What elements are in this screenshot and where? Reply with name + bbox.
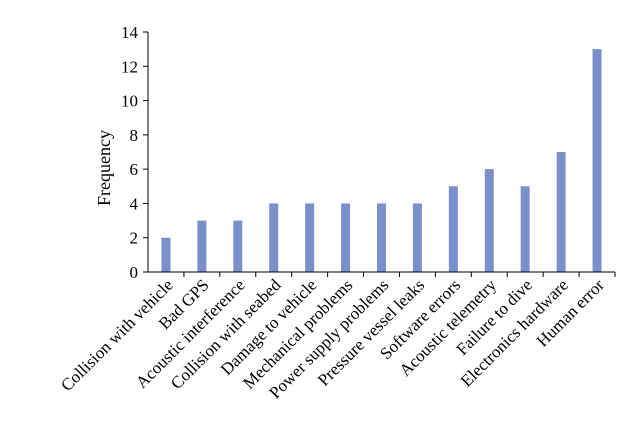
y-axis-label: Frequency: [94, 130, 114, 206]
y-tick-label: 6: [130, 160, 139, 179]
y-tick-label: 2: [130, 229, 139, 248]
bar: [233, 220, 243, 272]
y-tick-label: 8: [130, 126, 139, 145]
bar: [341, 203, 351, 272]
bar: [448, 186, 458, 272]
bar: [305, 203, 315, 272]
y-tick-label: 12: [121, 57, 138, 76]
bar: [161, 237, 171, 272]
bar: [377, 203, 386, 272]
bar: [412, 203, 422, 272]
y-tick-label: 14: [121, 23, 139, 42]
bar: [197, 220, 207, 272]
y-tick-label: 10: [121, 92, 138, 111]
bar: [592, 49, 602, 273]
bar: [556, 152, 566, 272]
y-tick-label: 4: [130, 194, 139, 213]
bar: [520, 186, 530, 272]
y-axis-ticks: 0 2 4 6 8 10 12 14: [121, 23, 148, 282]
bar: [269, 203, 279, 272]
y-tick-label: 0: [130, 263, 139, 282]
bar: [484, 169, 494, 272]
bars: [161, 49, 602, 273]
